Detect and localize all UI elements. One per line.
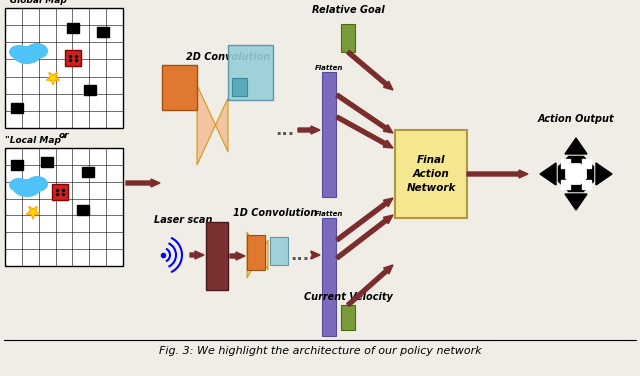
FancyBboxPatch shape xyxy=(561,180,570,189)
Text: Flatten: Flatten xyxy=(315,65,343,71)
FancyBboxPatch shape xyxy=(341,305,355,330)
FancyArrow shape xyxy=(336,215,393,259)
Text: or: or xyxy=(59,132,69,141)
FancyBboxPatch shape xyxy=(247,235,265,270)
Polygon shape xyxy=(566,164,586,184)
FancyArrow shape xyxy=(467,170,528,178)
Text: Fig. 3: We highlight the architecture of our policy network: Fig. 3: We highlight the architecture of… xyxy=(159,346,481,356)
FancyBboxPatch shape xyxy=(97,27,109,37)
FancyArrow shape xyxy=(347,50,393,90)
FancyBboxPatch shape xyxy=(341,24,355,52)
Polygon shape xyxy=(247,232,268,278)
Text: "Global Map": "Global Map" xyxy=(5,0,72,5)
FancyBboxPatch shape xyxy=(322,218,336,336)
Polygon shape xyxy=(596,163,612,185)
FancyBboxPatch shape xyxy=(41,157,53,167)
FancyBboxPatch shape xyxy=(82,167,94,177)
FancyBboxPatch shape xyxy=(77,205,89,215)
FancyArrow shape xyxy=(347,265,393,306)
Ellipse shape xyxy=(9,178,29,192)
Polygon shape xyxy=(565,138,587,154)
Ellipse shape xyxy=(9,45,29,59)
FancyBboxPatch shape xyxy=(582,180,591,189)
Ellipse shape xyxy=(26,43,48,59)
Polygon shape xyxy=(540,163,556,185)
FancyBboxPatch shape xyxy=(395,130,467,218)
FancyBboxPatch shape xyxy=(232,78,247,96)
Text: Flatten: Flatten xyxy=(315,211,343,217)
Polygon shape xyxy=(197,85,228,165)
Polygon shape xyxy=(565,194,587,210)
FancyArrow shape xyxy=(126,179,160,187)
Text: Relative Goal: Relative Goal xyxy=(312,5,385,15)
FancyBboxPatch shape xyxy=(582,159,591,168)
FancyBboxPatch shape xyxy=(322,72,336,197)
FancyArrow shape xyxy=(311,251,320,259)
Ellipse shape xyxy=(26,176,48,192)
Text: 2D Convolution: 2D Convolution xyxy=(186,52,270,62)
Polygon shape xyxy=(46,72,60,85)
Text: Current Velocity: Current Velocity xyxy=(303,292,392,302)
FancyBboxPatch shape xyxy=(206,222,228,290)
FancyBboxPatch shape xyxy=(228,45,273,100)
Text: ...: ... xyxy=(291,246,310,264)
FancyArrow shape xyxy=(336,198,393,242)
FancyArrow shape xyxy=(336,115,393,148)
FancyBboxPatch shape xyxy=(67,23,79,33)
FancyBboxPatch shape xyxy=(84,85,96,95)
FancyArrow shape xyxy=(336,93,393,133)
FancyArrow shape xyxy=(298,126,320,134)
FancyBboxPatch shape xyxy=(5,8,123,128)
Ellipse shape xyxy=(13,46,41,64)
FancyArrow shape xyxy=(230,252,245,260)
Text: "Local Map": "Local Map" xyxy=(5,136,66,145)
FancyBboxPatch shape xyxy=(162,65,197,110)
Text: Final
Action
Network: Final Action Network xyxy=(406,155,456,193)
FancyBboxPatch shape xyxy=(561,159,570,168)
Polygon shape xyxy=(26,206,40,219)
FancyBboxPatch shape xyxy=(65,50,81,66)
FancyArrow shape xyxy=(190,251,204,259)
FancyBboxPatch shape xyxy=(270,237,288,265)
Text: Laser scan: Laser scan xyxy=(154,215,212,225)
FancyBboxPatch shape xyxy=(11,103,23,113)
Polygon shape xyxy=(559,156,593,191)
FancyBboxPatch shape xyxy=(52,184,68,200)
Text: 1D Convolution: 1D Convolution xyxy=(233,208,317,218)
FancyBboxPatch shape xyxy=(11,160,23,170)
Text: ...: ... xyxy=(275,121,294,139)
Text: Action Output: Action Output xyxy=(538,114,614,124)
FancyBboxPatch shape xyxy=(5,148,123,266)
Ellipse shape xyxy=(13,179,41,197)
